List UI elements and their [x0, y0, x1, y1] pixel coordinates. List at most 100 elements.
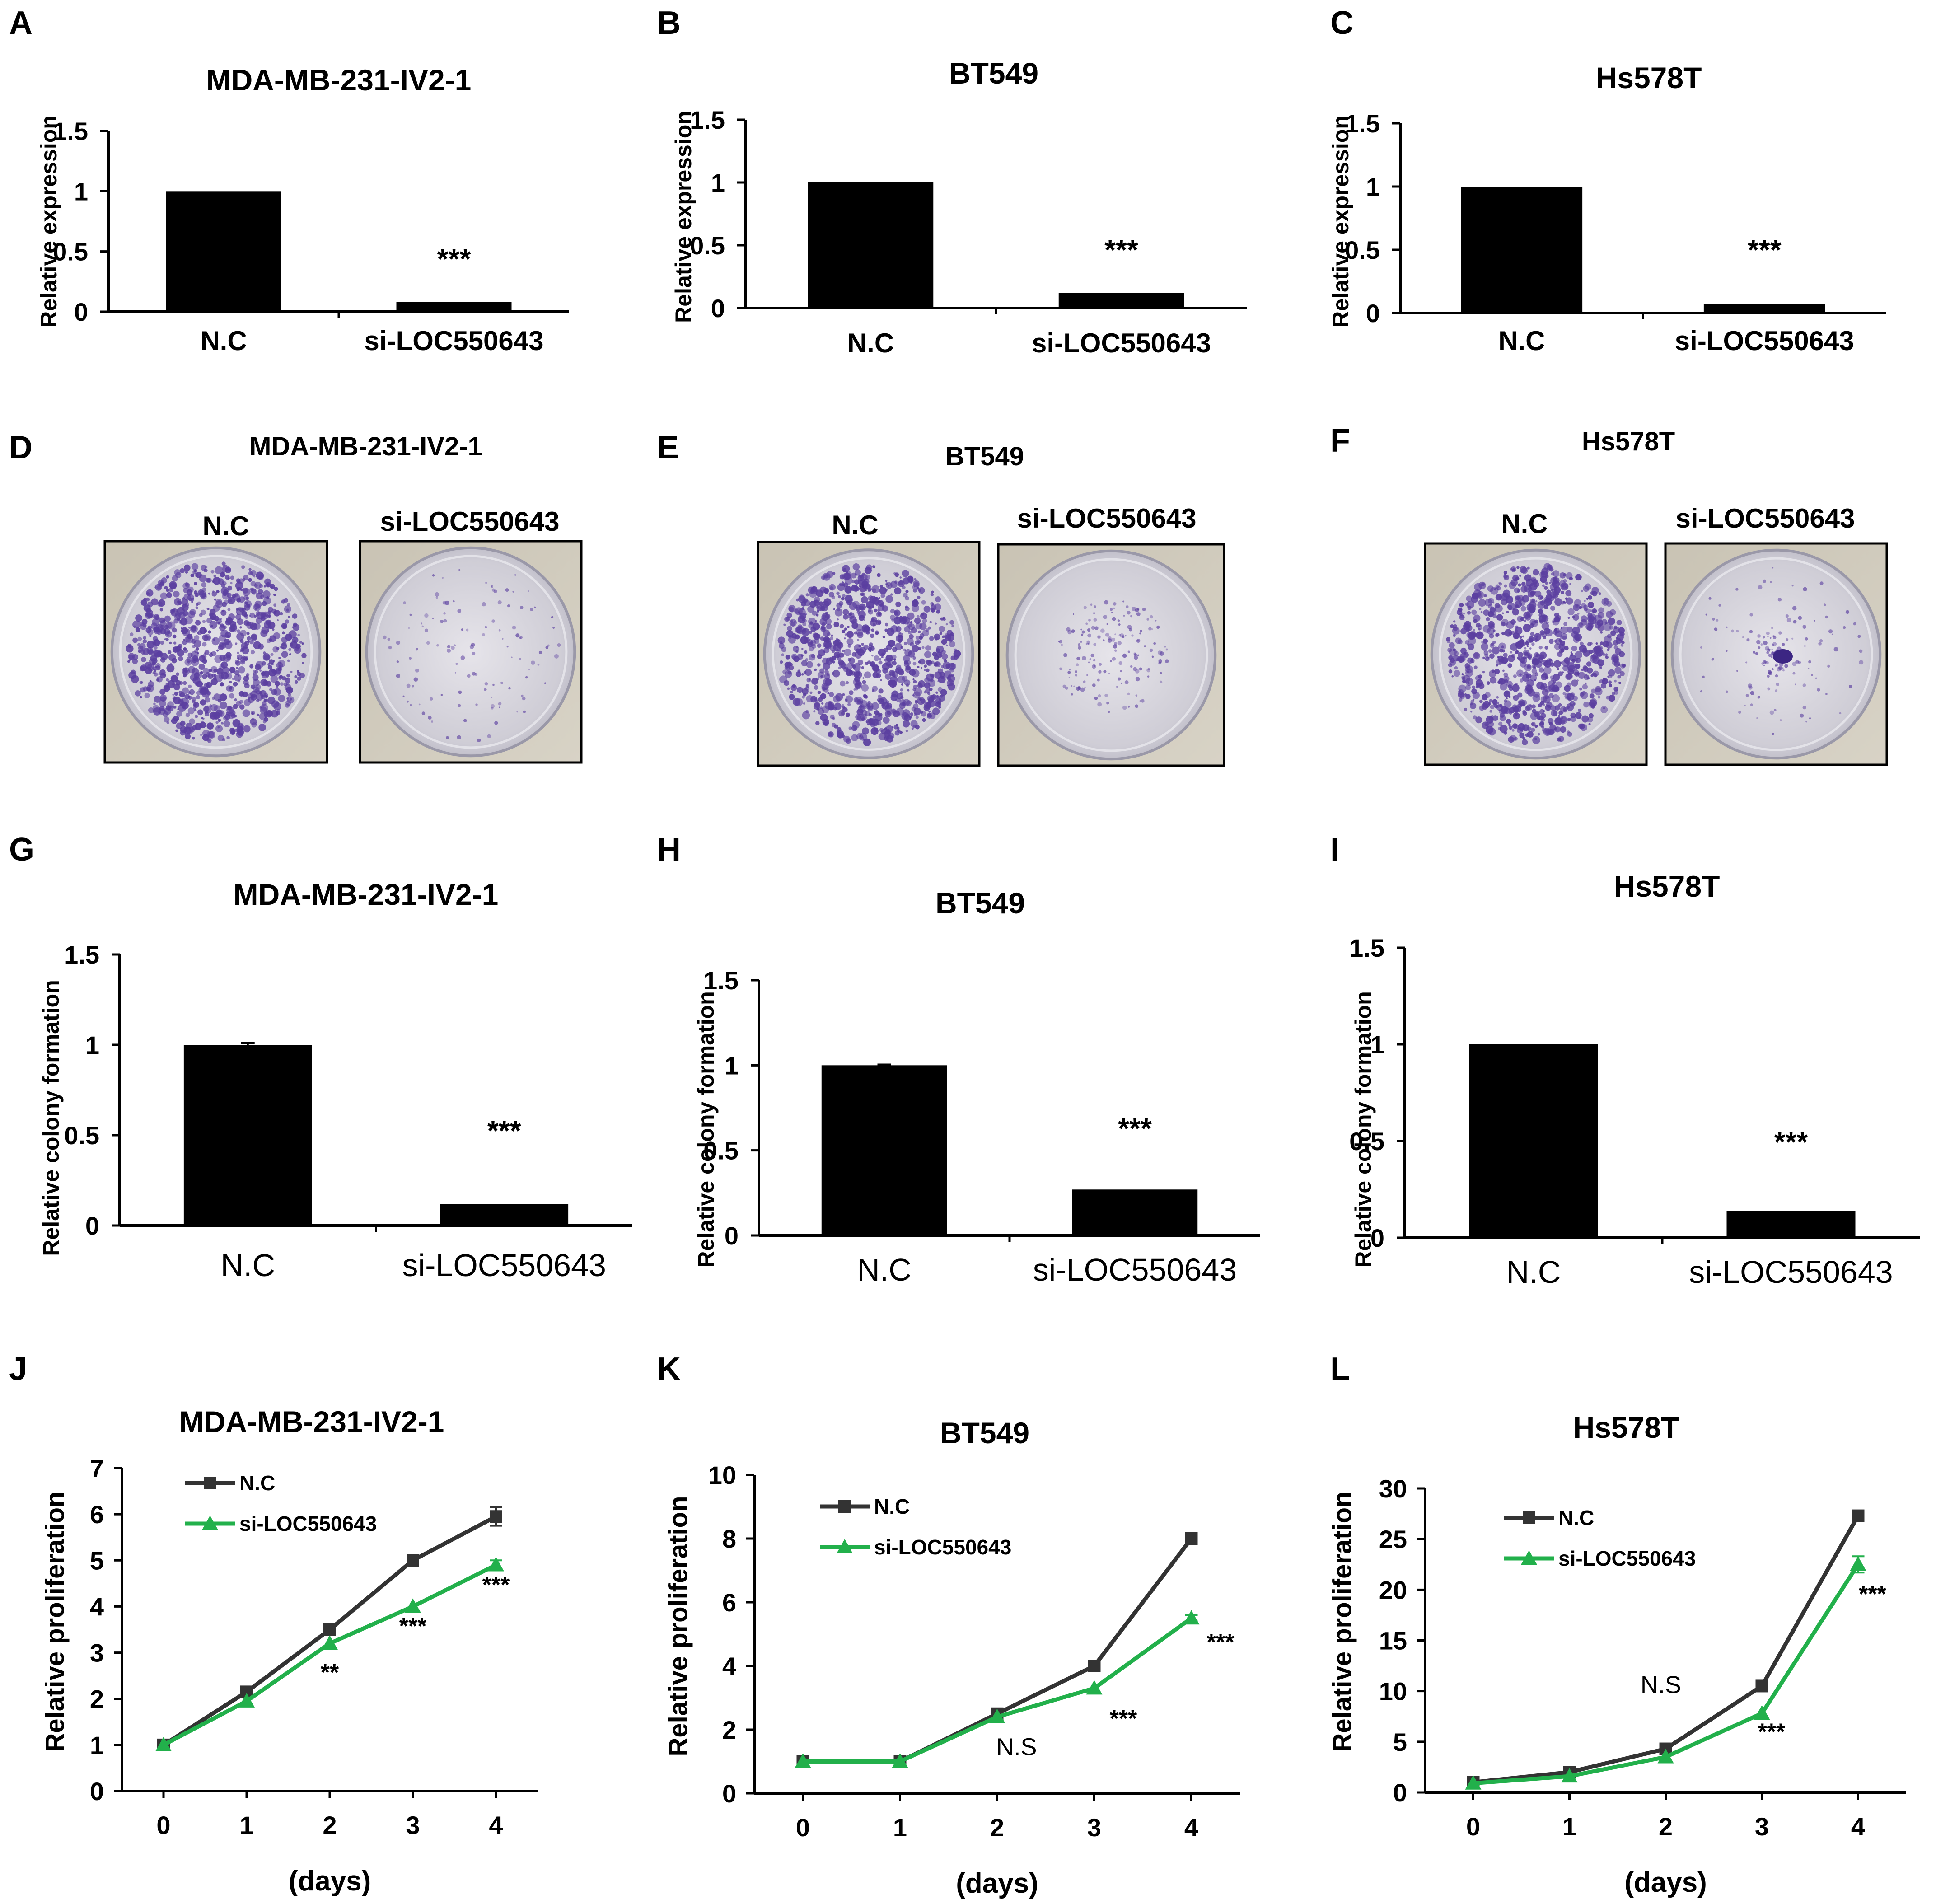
- colony-dot: [1488, 716, 1493, 721]
- colony-dot: [809, 630, 812, 634]
- colony-dot: [1476, 631, 1484, 640]
- y-tick-label: 1: [1366, 173, 1380, 201]
- colony-dot: [886, 703, 892, 709]
- colony-dot: [790, 691, 793, 694]
- colony-dot: [1792, 672, 1796, 675]
- colony-dot: [192, 659, 197, 664]
- colony-dot: [886, 644, 892, 650]
- colony-dot: [1772, 567, 1774, 569]
- colony-dot: [804, 650, 808, 654]
- colony-dot: [1508, 725, 1513, 730]
- colony-dot: [1147, 675, 1150, 678]
- colony-dot: [387, 637, 390, 641]
- colony-dot: [1504, 700, 1512, 708]
- colony-dot: [817, 654, 822, 660]
- colony-dot: [902, 709, 910, 717]
- colony-dot: [1550, 675, 1554, 680]
- colony-dot: [845, 594, 853, 603]
- colony-dot: [1569, 583, 1571, 585]
- colony-dot: [274, 669, 281, 676]
- colony-dot: [278, 695, 285, 702]
- colony-dot: [1510, 619, 1516, 625]
- colony-dot: [858, 614, 865, 621]
- colony-dot: [920, 636, 922, 639]
- colony-dot: [1607, 648, 1610, 651]
- colony-dot: [458, 690, 462, 694]
- colony-dot: [230, 671, 232, 674]
- colony-dot: [1595, 642, 1598, 645]
- colony-dot: [1578, 723, 1583, 729]
- data-point: [155, 1736, 172, 1751]
- data-point: [323, 1623, 336, 1636]
- colony-dot: [466, 628, 469, 632]
- colony-dot: [288, 616, 291, 618]
- colony-dot: [1605, 641, 1613, 649]
- colony-dot: [1527, 566, 1530, 570]
- legend-label: si-LOC550643: [874, 1535, 1011, 1559]
- bar-nc: [166, 191, 281, 312]
- colony-dot: [1067, 671, 1071, 674]
- colony-dot: [802, 695, 805, 699]
- colony-dot: [1576, 638, 1579, 641]
- colony-dot: [163, 684, 168, 690]
- colony-dot: [270, 653, 274, 656]
- colony-dot: [299, 673, 305, 678]
- colony-dot: [176, 672, 180, 676]
- colony-dot: [213, 669, 217, 673]
- colony-dot: [194, 635, 200, 641]
- data-point: [238, 1693, 255, 1708]
- colony-dot: [861, 643, 864, 646]
- colony-dot: [1520, 678, 1524, 683]
- colony-dot: [877, 698, 881, 702]
- colony-dot: [827, 632, 831, 636]
- colony-dot: [922, 618, 927, 623]
- colony-dot: [1489, 699, 1492, 703]
- colony-dot: [1530, 598, 1536, 604]
- colony-dot: [1529, 704, 1532, 707]
- culture-plate-image: [359, 540, 583, 764]
- colony-dot: [477, 738, 481, 743]
- colony-dot: [196, 603, 199, 606]
- colony-dot: [1129, 628, 1132, 632]
- colony-dot: [1540, 696, 1547, 702]
- colony-dot: [1575, 659, 1578, 662]
- colony-dot: [287, 693, 291, 697]
- colony-dot: [1590, 674, 1594, 677]
- colony-dot: [851, 725, 858, 731]
- y-tick-label: 2: [90, 1685, 104, 1713]
- colony-dot: [421, 625, 424, 627]
- colony-dot: [145, 597, 150, 602]
- colony-dot: [1105, 632, 1109, 637]
- colony-dot: [219, 701, 227, 709]
- colony-dot: [148, 707, 154, 713]
- colony-dot: [1554, 726, 1561, 733]
- colony-dot: [1548, 693, 1554, 698]
- colony-dot: [1595, 686, 1601, 692]
- colony-dot: [271, 689, 277, 695]
- colony-dot: [263, 611, 268, 617]
- y-tick-label: 10: [708, 1461, 736, 1489]
- colony-dot: [249, 615, 251, 617]
- colony-dot: [172, 634, 177, 639]
- colony-dot: [912, 662, 917, 666]
- colony-dot: [206, 730, 214, 739]
- colony-dot: [924, 651, 931, 658]
- colony-dot: [1589, 699, 1597, 707]
- colony-dot: [1538, 646, 1543, 650]
- colony-dot: [1501, 622, 1506, 627]
- colony-dot: [220, 609, 227, 616]
- colony-dot: [547, 644, 550, 647]
- significance-label: ***: [487, 1114, 521, 1147]
- colony-dot: [794, 609, 799, 614]
- colony-dot: [191, 563, 199, 571]
- colony-dot: [1542, 584, 1545, 587]
- colony-dot: [1092, 664, 1096, 669]
- colony-dot: [1139, 629, 1142, 632]
- colony-dot: [907, 612, 915, 620]
- colony-dot: [874, 655, 879, 661]
- colony-dot: [253, 669, 256, 673]
- colony-dot: [1736, 670, 1738, 672]
- colony-dot: [239, 704, 245, 710]
- colony-dot: [846, 638, 854, 645]
